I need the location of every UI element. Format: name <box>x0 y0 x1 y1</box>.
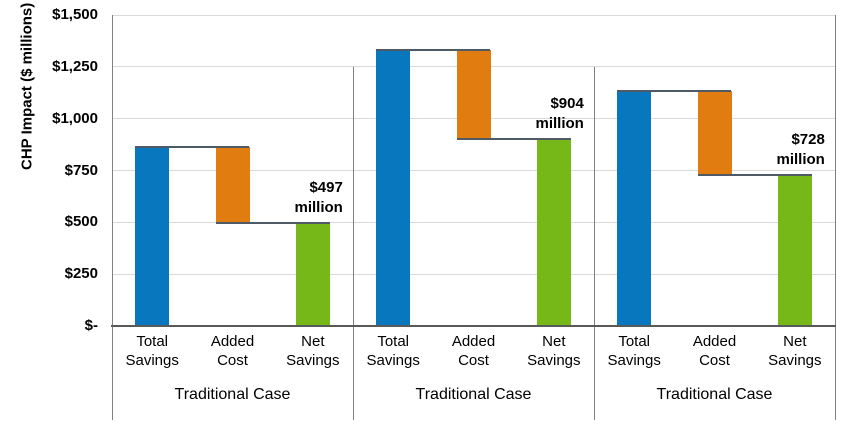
bar-category-label: Total Savings <box>125 333 179 369</box>
bar-category-label: Added Cost <box>692 333 737 369</box>
connector-line <box>135 145 250 148</box>
y-tick-label: $1,500 <box>52 6 98 23</box>
bar-total-savings <box>376 49 411 326</box>
plot-border <box>111 15 113 420</box>
case-label: Traditional Case <box>174 386 291 403</box>
connector-line <box>376 48 491 51</box>
y-tick-label: $- <box>84 317 98 334</box>
connector-line <box>697 174 812 177</box>
bar-category-label: Added Cost <box>451 333 496 369</box>
net-savings-label: $497 million <box>294 178 343 216</box>
bar-added-cost <box>215 146 250 223</box>
connector-line <box>215 221 330 224</box>
group-divider <box>352 66 354 420</box>
net-savings-label: $728 million <box>776 131 825 169</box>
gridline <box>112 273 835 275</box>
connector-line <box>456 137 571 140</box>
y-tick-label: $250 <box>64 265 98 283</box>
bar-net-savings <box>777 175 812 326</box>
group-divider <box>593 66 595 420</box>
bar-category-label: Total Savings <box>607 333 661 369</box>
bar-category-label: Total Savings <box>366 333 420 369</box>
bar-total-savings <box>617 91 652 326</box>
bar-category-label: Net Savings <box>286 333 340 369</box>
case-label: Traditional Case <box>415 386 532 403</box>
x-axis-line <box>111 325 836 327</box>
bar-category-label: Added Cost <box>210 333 255 369</box>
bar-total-savings <box>135 146 170 326</box>
gridline <box>112 170 835 171</box>
bar-added-cost <box>456 49 491 139</box>
y-tick-label: $500 <box>64 213 98 231</box>
bar-net-savings <box>295 222 330 326</box>
bar-net-savings <box>536 138 571 326</box>
y-tick-label: $1,000 <box>52 109 98 127</box>
y-tick-label: $750 <box>64 161 98 179</box>
bar-category-label: Net Savings <box>768 333 822 369</box>
gridline <box>112 221 835 223</box>
case-label: Traditional Case <box>656 386 773 403</box>
net-savings-label: $904 million <box>535 94 584 132</box>
connector-line <box>617 90 732 93</box>
gridline <box>112 14 835 16</box>
bar-category-label: Net Savings <box>527 333 581 369</box>
bar-added-cost <box>697 91 732 176</box>
plot-border <box>834 15 836 420</box>
y-tick-label: $1,250 <box>52 57 98 75</box>
